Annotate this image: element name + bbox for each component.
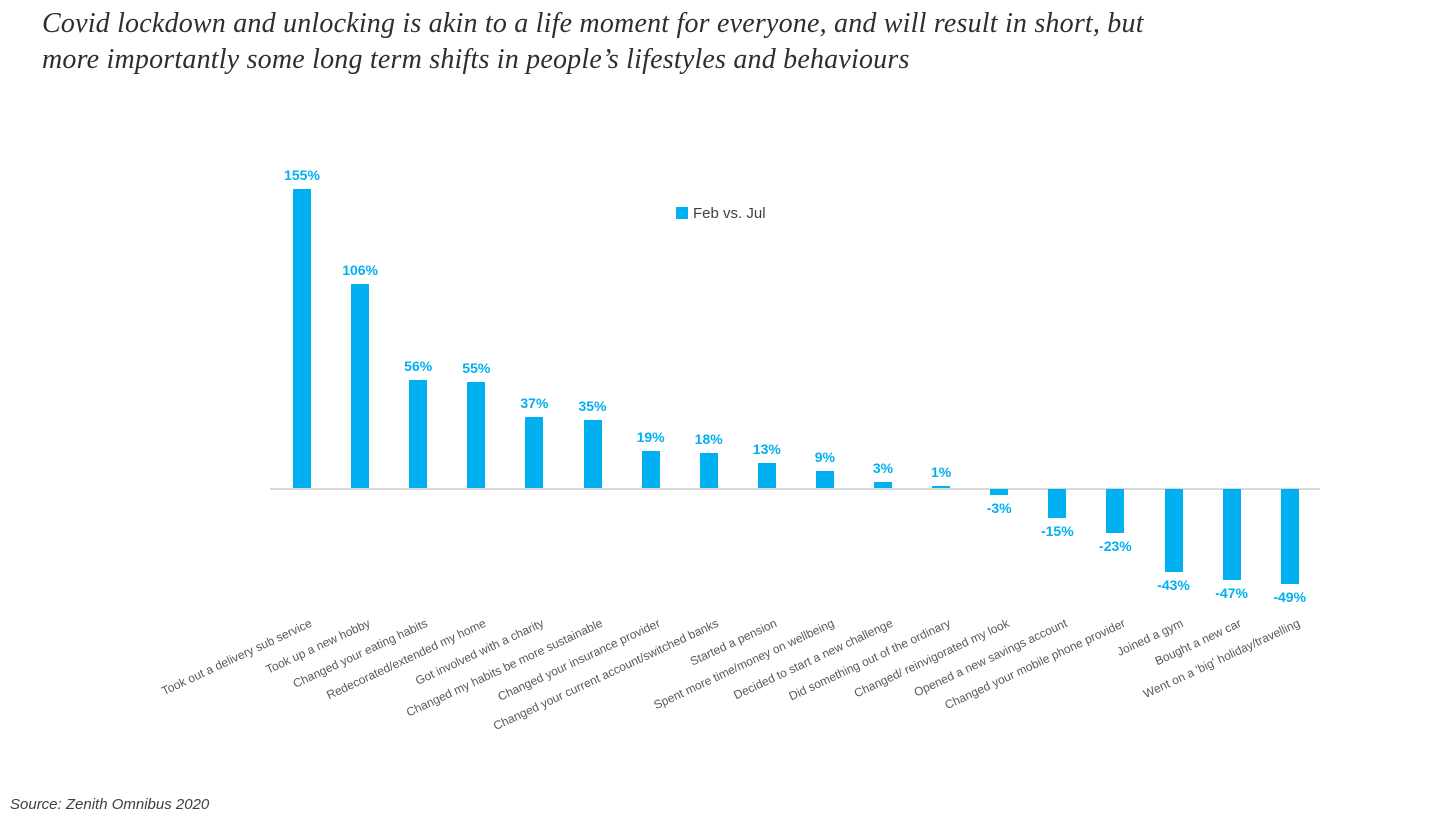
bar-value-label: 106% [342,261,378,278]
chart-legend: Feb vs. Jul [676,203,766,223]
bar-value-label: -47% [1215,584,1248,601]
source-note: Source: Zenith Omnibus 2020 [10,796,210,813]
bar [1048,489,1067,518]
bar-value-label: 37% [520,394,549,411]
bar [990,489,1009,495]
bar-value-label: 35% [578,398,607,415]
bar-value-label: 13% [752,440,781,457]
bar [1164,489,1183,572]
legend-label: Feb vs. Jul [693,204,766,222]
bar-value-label: 9% [814,448,835,465]
bar [641,451,660,488]
page-title-line-1: Covid lockdown and unlocking is akin to … [42,8,1144,39]
bar [525,416,544,488]
bar-value-label: -15% [1040,522,1074,539]
bar [699,453,718,488]
bar [351,283,370,488]
bar-value-label: -43% [1157,576,1190,593]
bar-value-label: 18% [694,431,723,448]
bar-value-label: -23% [1099,538,1132,555]
bar [1106,489,1125,534]
bar [874,482,892,488]
bar-value-label: 1% [930,464,952,481]
bar-value-label: -49% [1273,588,1307,605]
bar [467,381,486,488]
page-title: Covid lockdown and unlocking is akin to … [42,6,1422,78]
x-axis-line [270,488,1320,490]
bar-value-label: 56% [404,357,433,374]
bar [757,462,776,488]
bar [583,420,602,488]
bar [1280,489,1299,584]
bar [815,470,834,488]
legend-swatch-icon [676,207,688,219]
bar-value-label: -3% [986,499,1012,516]
bar-value-label: 55% [462,359,491,376]
bar-value-label: 155% [284,167,320,183]
bar-value-label: 3% [872,460,894,477]
page-title-line-2: more importantly some long term shifts i… [42,44,910,75]
bar-value-label: 19% [636,429,665,446]
bar [293,189,311,488]
bar [932,486,951,488]
bar [409,379,428,488]
bar [1222,489,1241,580]
